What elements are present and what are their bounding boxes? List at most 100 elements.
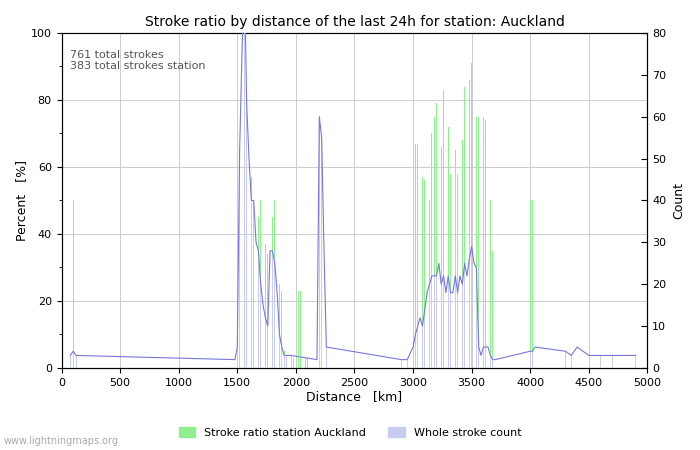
Bar <box>490 356 491 368</box>
Bar <box>492 360 493 368</box>
Bar <box>319 291 320 368</box>
Bar <box>420 150 421 368</box>
Bar <box>300 291 301 368</box>
Bar <box>319 117 320 368</box>
Bar <box>471 247 472 368</box>
Bar <box>321 138 322 368</box>
Bar <box>424 180 425 368</box>
Bar <box>474 117 475 368</box>
Bar <box>279 334 280 368</box>
Y-axis label: Count: Count <box>672 182 685 219</box>
Bar <box>483 347 484 368</box>
Bar <box>483 117 484 368</box>
Bar <box>436 276 437 368</box>
Bar <box>274 200 275 368</box>
Bar <box>253 217 254 368</box>
Bar <box>462 284 463 368</box>
Bar <box>70 356 71 368</box>
Bar <box>253 200 254 368</box>
Bar <box>577 347 578 368</box>
Bar <box>427 292 428 368</box>
Bar <box>535 347 536 368</box>
Bar <box>431 276 432 368</box>
Bar <box>481 117 482 368</box>
Bar <box>476 267 477 368</box>
Bar <box>469 80 470 368</box>
Legend: Stroke ratio station Auckland, Whole stroke count: Stroke ratio station Auckland, Whole str… <box>174 423 526 442</box>
Bar <box>258 251 259 368</box>
Bar <box>450 292 451 368</box>
Bar <box>298 291 299 368</box>
Bar <box>272 251 273 368</box>
Bar <box>462 140 463 368</box>
Bar <box>251 177 252 368</box>
Bar <box>415 144 416 368</box>
Bar <box>417 144 418 368</box>
Bar <box>276 292 277 368</box>
Bar <box>460 134 461 368</box>
Bar <box>417 326 418 368</box>
Bar <box>457 174 458 368</box>
Bar <box>490 200 491 368</box>
Bar <box>434 117 435 368</box>
Bar <box>244 0 245 368</box>
Bar <box>495 360 496 368</box>
Bar <box>443 276 444 368</box>
Bar <box>288 358 289 368</box>
Bar <box>530 200 531 368</box>
Bar <box>464 263 465 368</box>
Bar <box>422 177 423 368</box>
Bar <box>448 276 449 368</box>
Bar <box>321 294 322 368</box>
Bar <box>429 200 430 368</box>
Bar <box>234 360 235 368</box>
Bar <box>267 254 268 368</box>
Bar <box>445 177 446 368</box>
Text: www.lightningmaps.org: www.lightningmaps.org <box>4 436 118 446</box>
Bar <box>532 351 533 368</box>
Bar <box>281 347 282 368</box>
Bar <box>274 263 275 368</box>
Bar <box>251 200 252 368</box>
Bar <box>267 326 268 368</box>
Bar <box>260 200 261 368</box>
Bar <box>476 117 477 368</box>
Bar <box>73 351 74 368</box>
Bar <box>471 63 472 368</box>
Bar <box>281 291 282 368</box>
Bar <box>260 284 261 368</box>
Bar <box>279 284 280 368</box>
Bar <box>241 157 242 368</box>
Bar <box>485 120 486 368</box>
Bar <box>305 358 306 368</box>
Bar <box>316 360 317 368</box>
Bar <box>565 351 566 368</box>
Bar <box>276 147 277 368</box>
Bar <box>571 356 572 368</box>
Bar <box>455 150 456 368</box>
Bar <box>272 217 273 368</box>
Bar <box>307 358 308 368</box>
Bar <box>467 276 468 368</box>
Bar <box>295 358 296 368</box>
Bar <box>438 263 439 368</box>
Bar <box>401 360 402 368</box>
Bar <box>474 263 475 368</box>
Bar <box>535 200 536 368</box>
Bar <box>464 86 465 368</box>
Bar <box>239 150 240 368</box>
Bar <box>443 90 444 368</box>
Bar <box>286 358 287 368</box>
Bar <box>420 318 421 368</box>
Bar <box>262 305 263 368</box>
Bar <box>429 284 430 368</box>
Bar <box>453 150 454 368</box>
Bar <box>478 347 479 368</box>
Bar <box>488 347 489 368</box>
Bar <box>248 190 249 368</box>
Bar <box>441 284 442 368</box>
Bar <box>532 200 533 368</box>
Bar <box>290 356 291 368</box>
Bar <box>246 97 247 368</box>
Bar <box>488 123 489 368</box>
